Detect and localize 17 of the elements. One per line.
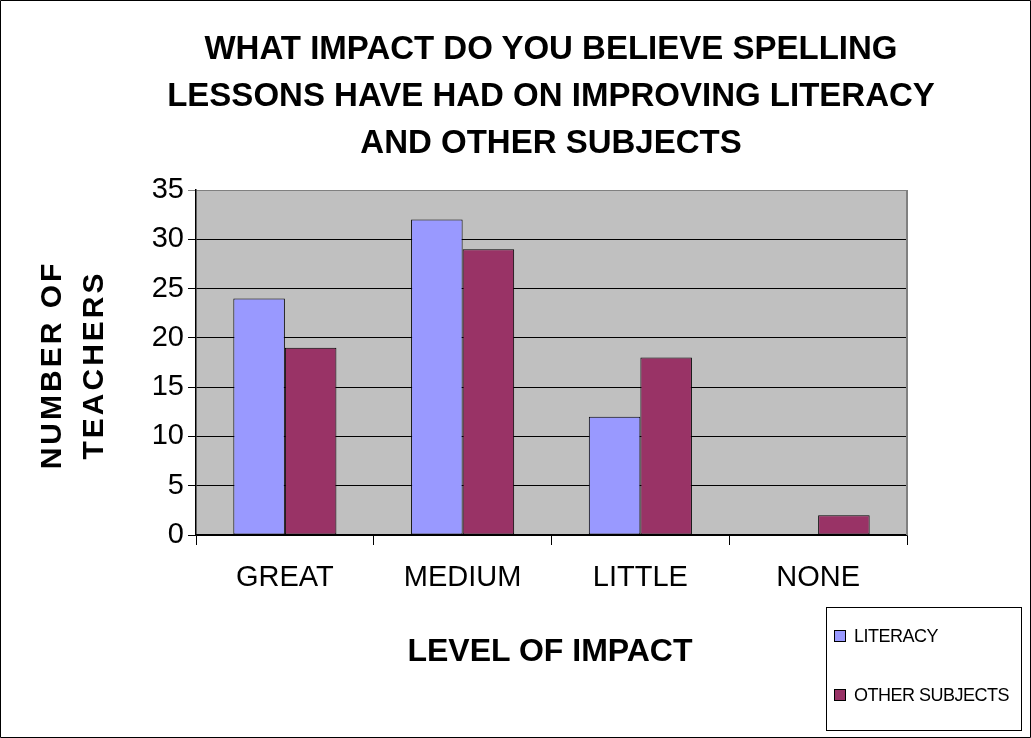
x-tick-label: LITTLE bbox=[592, 560, 688, 593]
x-axis-title: LEVEL OF IMPACT bbox=[406, 631, 694, 670]
x-tick-label: GREAT bbox=[236, 560, 335, 593]
chart-title: WHAT IMPACT DO YOU BELIEVE SPELLING LESSONS HAVE HAD ON IMPROVING LITERACY AND OTHER SUBJECTS bbox=[166, 28, 936, 162]
y-tick-label: 5 bbox=[167, 467, 184, 500]
x-tick-label: MEDIUM bbox=[403, 560, 522, 593]
y-axis-title: NUMBER OF TEACHERS bbox=[33, 259, 110, 472]
legend-label: OTHER SUBJECTS bbox=[854, 685, 1010, 705]
y-tick-label: 0 bbox=[167, 517, 184, 549]
y-tick-label: 15 bbox=[151, 369, 184, 402]
y-tick-label: 10 bbox=[151, 418, 184, 451]
y-tick-label: 35 bbox=[151, 172, 184, 204]
legend-label: LITERACY bbox=[854, 626, 939, 646]
y-tick-label: 20 bbox=[151, 319, 184, 352]
x-tick-label: NONE bbox=[776, 560, 861, 593]
y-tick-label: 25 bbox=[151, 270, 184, 303]
y-tick-label: 30 bbox=[151, 221, 184, 254]
